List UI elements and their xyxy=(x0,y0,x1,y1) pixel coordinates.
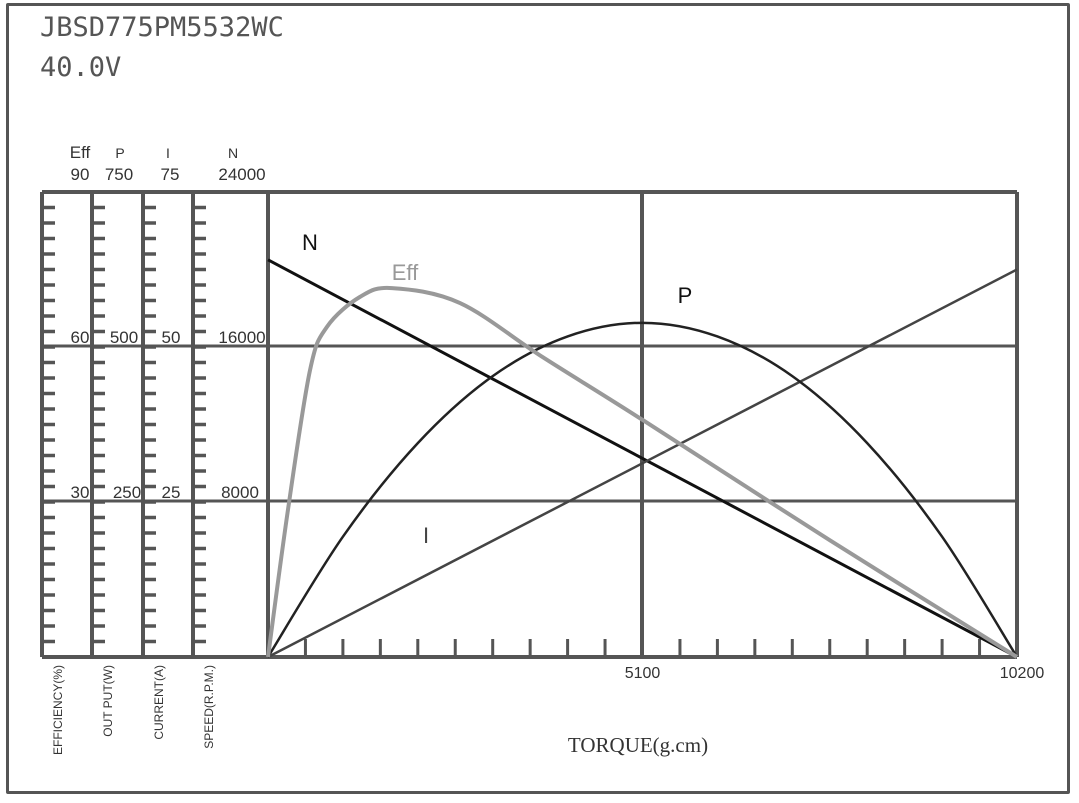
axis-tick-label: 60 xyxy=(71,328,90,347)
series-line-eff xyxy=(266,285,1019,659)
series-label-p: P xyxy=(678,283,693,308)
axis-tick-label: 8000 xyxy=(221,483,259,502)
series-line-n xyxy=(267,258,1018,659)
model-title: JBSD775PM5532WC xyxy=(40,12,284,43)
axis-header-p: P xyxy=(115,145,124,161)
axis-header-n: N xyxy=(228,145,238,161)
chart-frame xyxy=(6,3,1070,794)
axis-tick-label: 250 xyxy=(113,483,141,502)
x-axis-label: TORQUE(g.cm) xyxy=(568,733,708,757)
axis-tick-label: 24000 xyxy=(218,165,265,184)
series-label-n: N xyxy=(302,230,318,255)
axis-tick-label: 75 xyxy=(161,165,180,184)
series-label-i: I xyxy=(423,523,429,548)
x-tick-label: 10200 xyxy=(1000,665,1045,682)
axis-label-i: CURRENT(A) xyxy=(152,665,166,740)
axis-tick-label: 30 xyxy=(71,483,90,502)
axis-tick-label: 750 xyxy=(105,165,133,184)
series-line-p xyxy=(266,321,1019,658)
series-label-eff: Eff xyxy=(392,260,419,285)
axis-tick-label: 50 xyxy=(162,328,181,347)
axis-tick-label: 90 xyxy=(71,165,90,184)
axis-label-eff: EFFICIENCY(%) xyxy=(51,665,65,755)
axis-tick-label: 25 xyxy=(162,483,181,502)
x-tick-label: 5100 xyxy=(625,665,661,682)
axis-header-eff: Eff xyxy=(70,143,91,162)
axis-label-n: SPEED(R.P.M.) xyxy=(202,665,216,749)
axis-tick-label: 16000 xyxy=(218,328,265,347)
voltage-label: 40.0V xyxy=(40,52,122,83)
axis-tick-label: 500 xyxy=(110,328,138,347)
axis-label-p: OUT PUT(W) xyxy=(101,665,115,737)
series-line-i xyxy=(267,268,1018,659)
axis-header-i: I xyxy=(166,145,170,161)
